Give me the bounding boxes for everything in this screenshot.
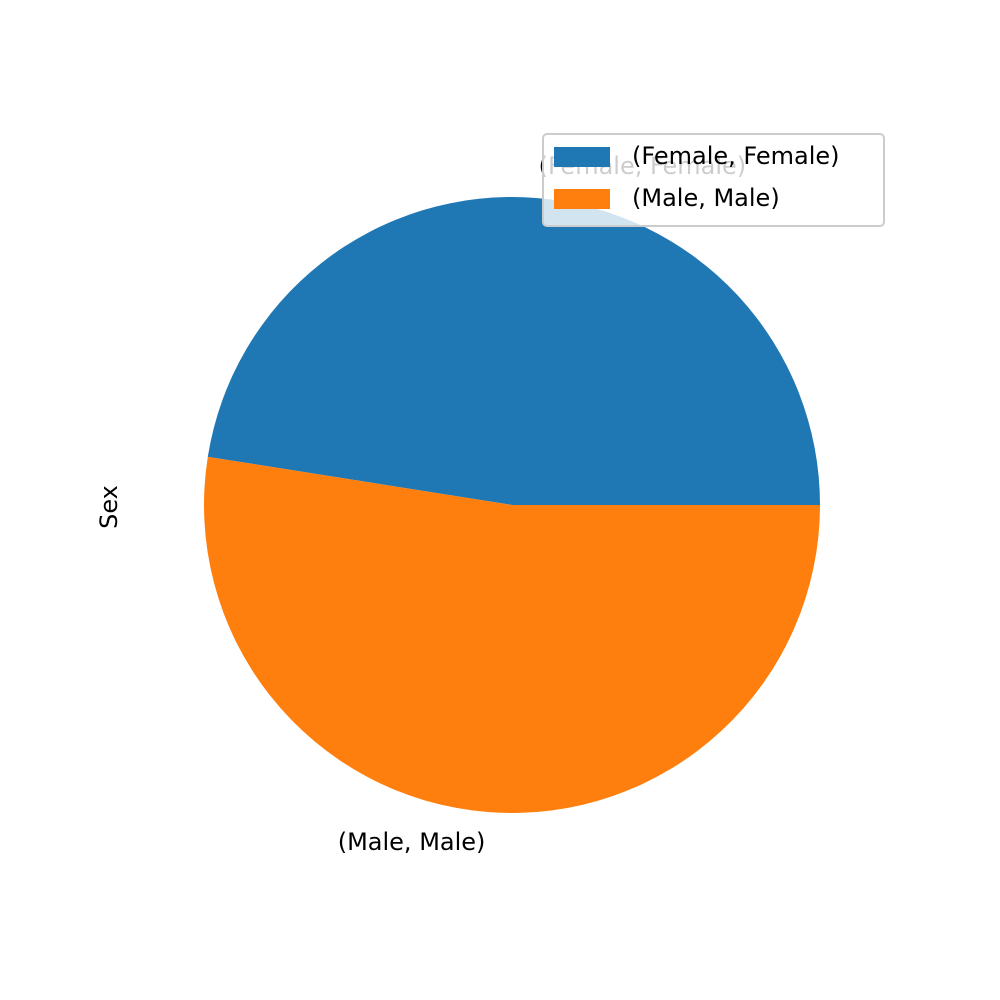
pie-slice-1 bbox=[203, 456, 820, 814]
pie-slice-label-1: (Male, Male) bbox=[338, 828, 486, 856]
legend-entries: (Female, Female) (Male, Male) bbox=[554, 142, 840, 212]
pie-slices bbox=[203, 197, 820, 814]
legend: (Female, Female) (Male, Male) bbox=[542, 133, 885, 227]
legend-label-1: (Male, Male) bbox=[632, 184, 780, 212]
legend-frame bbox=[542, 133, 885, 227]
y-axis-label: Sex bbox=[95, 485, 123, 529]
legend-swatch-0 bbox=[554, 147, 610, 167]
legend-label-0: (Female, Female) bbox=[632, 142, 840, 170]
pie-slice-0 bbox=[207, 197, 820, 505]
legend-swatch-1 bbox=[554, 189, 610, 209]
